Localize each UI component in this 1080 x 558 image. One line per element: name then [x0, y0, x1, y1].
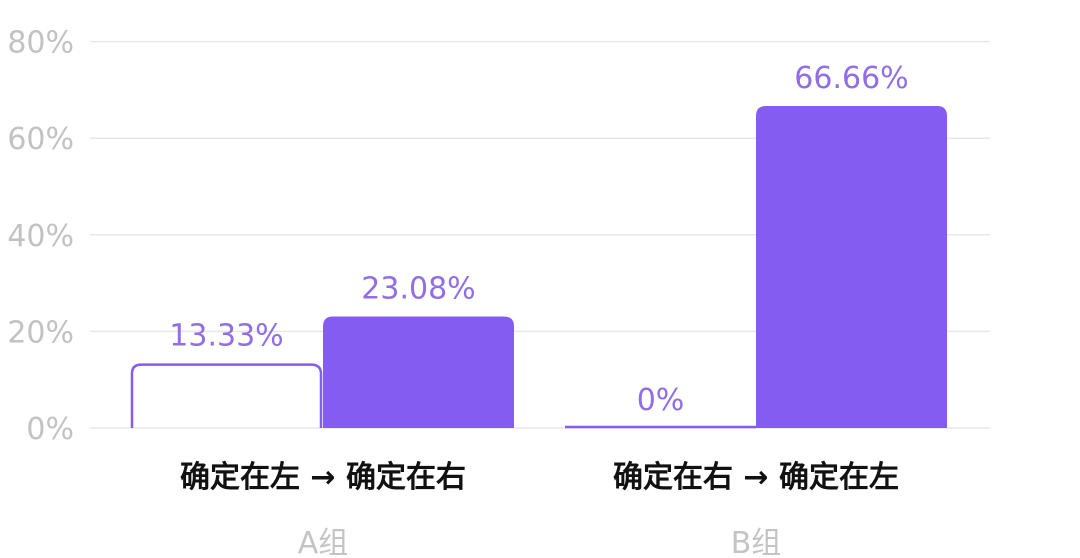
bar-filled	[323, 316, 514, 428]
y-tick-label: 20%	[7, 315, 74, 350]
y-tick-label: 40%	[7, 219, 74, 254]
y-axis-ticks: 0% 20% 40% 60% 80%	[7, 26, 74, 447]
y-tick-label: 0%	[26, 412, 74, 447]
bar-filled	[756, 106, 947, 429]
group-labels: A组 B组	[298, 526, 782, 558]
bar-value-label: 66.66%	[794, 61, 908, 96]
bar-value-label: 0%	[637, 383, 685, 418]
y-tick-label: 80%	[7, 26, 74, 61]
value-labels: 13.33% 23.08% 0% 66.66%	[169, 61, 908, 418]
category-label: 确定在右 → 确定在左	[613, 460, 899, 495]
bar-value-label: 23.08%	[361, 272, 475, 307]
category-labels: 确定在左 → 确定在右 确定在右 → 确定在左	[180, 460, 899, 495]
category-label: 确定在左 → 确定在右	[180, 460, 466, 495]
group-label: A组	[298, 526, 349, 558]
group-label: B组	[731, 526, 782, 558]
y-tick-label: 60%	[7, 122, 74, 157]
bar-value-label: 13.33%	[169, 319, 283, 354]
bar-outline	[130, 363, 323, 428]
bars	[130, 106, 947, 429]
